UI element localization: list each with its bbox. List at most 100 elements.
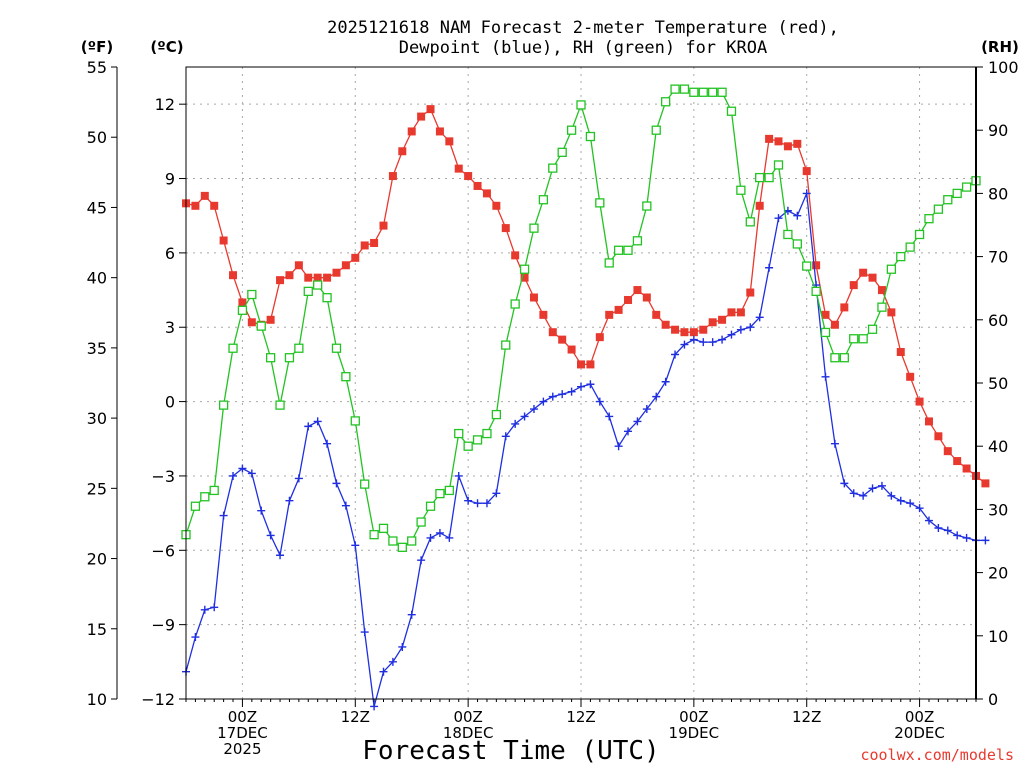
rh-point — [896, 251, 906, 262]
dewpoint-point — [774, 214, 783, 223]
rh-point — [943, 195, 953, 205]
temperature-point — [567, 345, 576, 354]
rh-tick-label: 40 — [988, 437, 1008, 456]
temperature-point — [548, 328, 557, 337]
dewpoint-point — [877, 481, 886, 490]
dewpoint-point — [200, 605, 209, 614]
fahrenheit-tick-label: 35 — [87, 339, 107, 358]
rh-point — [548, 163, 558, 173]
rh-tick-label: 100 — [988, 58, 1019, 77]
rh-point — [378, 523, 389, 534]
time-tick-label: 19DEC — [669, 724, 720, 742]
rh-point — [679, 84, 690, 94]
time-tick-label: 00Z — [905, 708, 934, 726]
temperature-point — [821, 310, 830, 319]
rh-point — [717, 87, 727, 97]
rh-point — [313, 280, 323, 290]
rh-point — [482, 428, 492, 439]
temperature-point — [981, 479, 990, 488]
dewpoint-point — [379, 667, 388, 676]
temperature-point — [802, 167, 811, 176]
dewpoint-point — [736, 325, 745, 334]
rh-point — [435, 488, 445, 499]
rh-point — [294, 343, 304, 353]
temperature-point — [934, 432, 943, 441]
dewpoint-point — [708, 338, 717, 347]
rh-point — [660, 97, 671, 107]
temperature-point — [595, 333, 604, 342]
rh-point — [510, 299, 520, 309]
rh-point — [933, 204, 944, 214]
dewpoint-point — [718, 335, 727, 344]
time-tick-label: 00Z — [228, 708, 257, 726]
dewpoint-point — [746, 323, 755, 332]
time-tick-label: 12Z — [341, 708, 370, 726]
dewpoint-point — [473, 499, 482, 508]
rh-point — [924, 214, 934, 224]
dewpoint-point — [765, 263, 774, 272]
rh-point — [604, 258, 614, 268]
celsius-tick-label: 9 — [165, 170, 175, 189]
temperature-point — [859, 268, 868, 277]
fahrenheit-tick-label: 15 — [87, 620, 107, 639]
rh-point — [595, 198, 605, 208]
dewpoint-point — [577, 382, 585, 391]
dewpoint-series-line — [185, 193, 986, 707]
dewpoint-point — [341, 501, 350, 510]
temperature-point — [727, 308, 736, 317]
time-tick-label: 2025 — [223, 740, 261, 758]
fahrenheit-tick-label: 40 — [87, 269, 107, 288]
rh-point — [200, 492, 210, 502]
fahrenheit-tick-label: 20 — [87, 550, 107, 569]
dewpoint-point — [943, 526, 952, 535]
rh-point — [961, 182, 972, 192]
rh-point — [425, 501, 436, 511]
dewpoint-point — [370, 702, 379, 711]
dewpoint-point — [501, 432, 510, 441]
rh-point — [689, 87, 699, 97]
time-tick-label: 00Z — [679, 708, 708, 726]
temperature-point — [605, 310, 614, 319]
source-credit: coolwx.com/models — [860, 746, 1014, 764]
rh-point — [905, 242, 915, 252]
temperature-point — [454, 164, 463, 173]
rh-point — [275, 400, 285, 410]
dewpoint-point — [934, 523, 943, 532]
temperature-point — [417, 112, 426, 121]
rh-point — [407, 536, 417, 546]
dewpoint-point — [247, 469, 256, 478]
dewpoint-point — [332, 479, 341, 488]
temperature-point — [708, 318, 717, 327]
temperature-point — [868, 273, 877, 282]
temperature-point — [736, 308, 745, 317]
rh-point — [454, 428, 464, 439]
dewpoint-point — [285, 496, 294, 505]
rh-point — [463, 441, 473, 451]
dewpoint-point — [426, 533, 435, 542]
dewpoint-point — [896, 496, 905, 505]
temperature-point — [558, 335, 567, 344]
temperature-point — [774, 137, 783, 146]
dewpoint-point — [821, 372, 830, 381]
dewpoint-point — [642, 405, 651, 414]
dewpoint-point — [323, 439, 332, 448]
rh-point — [519, 264, 530, 274]
celsius-tick-label: −12 — [141, 690, 175, 709]
rh-point — [284, 353, 295, 363]
temperature-series-line — [185, 108, 986, 484]
temperature-point — [943, 447, 952, 456]
rh-point — [839, 353, 849, 363]
time-tick-label: 20DEC — [894, 724, 945, 742]
temperature-point — [633, 286, 642, 295]
time-tick-label: 00Z — [453, 708, 482, 726]
rh-tick-label: 60 — [988, 311, 1008, 330]
axes-layer: −12−9−6−30369121015202530354045505501020… — [87, 58, 1019, 758]
temperature-point — [464, 172, 473, 181]
rh-point — [708, 87, 718, 97]
rh-point — [877, 302, 887, 312]
dewpoint-point — [388, 657, 397, 666]
rh-point — [388, 536, 398, 546]
rh-point — [256, 321, 266, 331]
rh-point — [642, 201, 652, 211]
rh-point — [623, 245, 633, 255]
